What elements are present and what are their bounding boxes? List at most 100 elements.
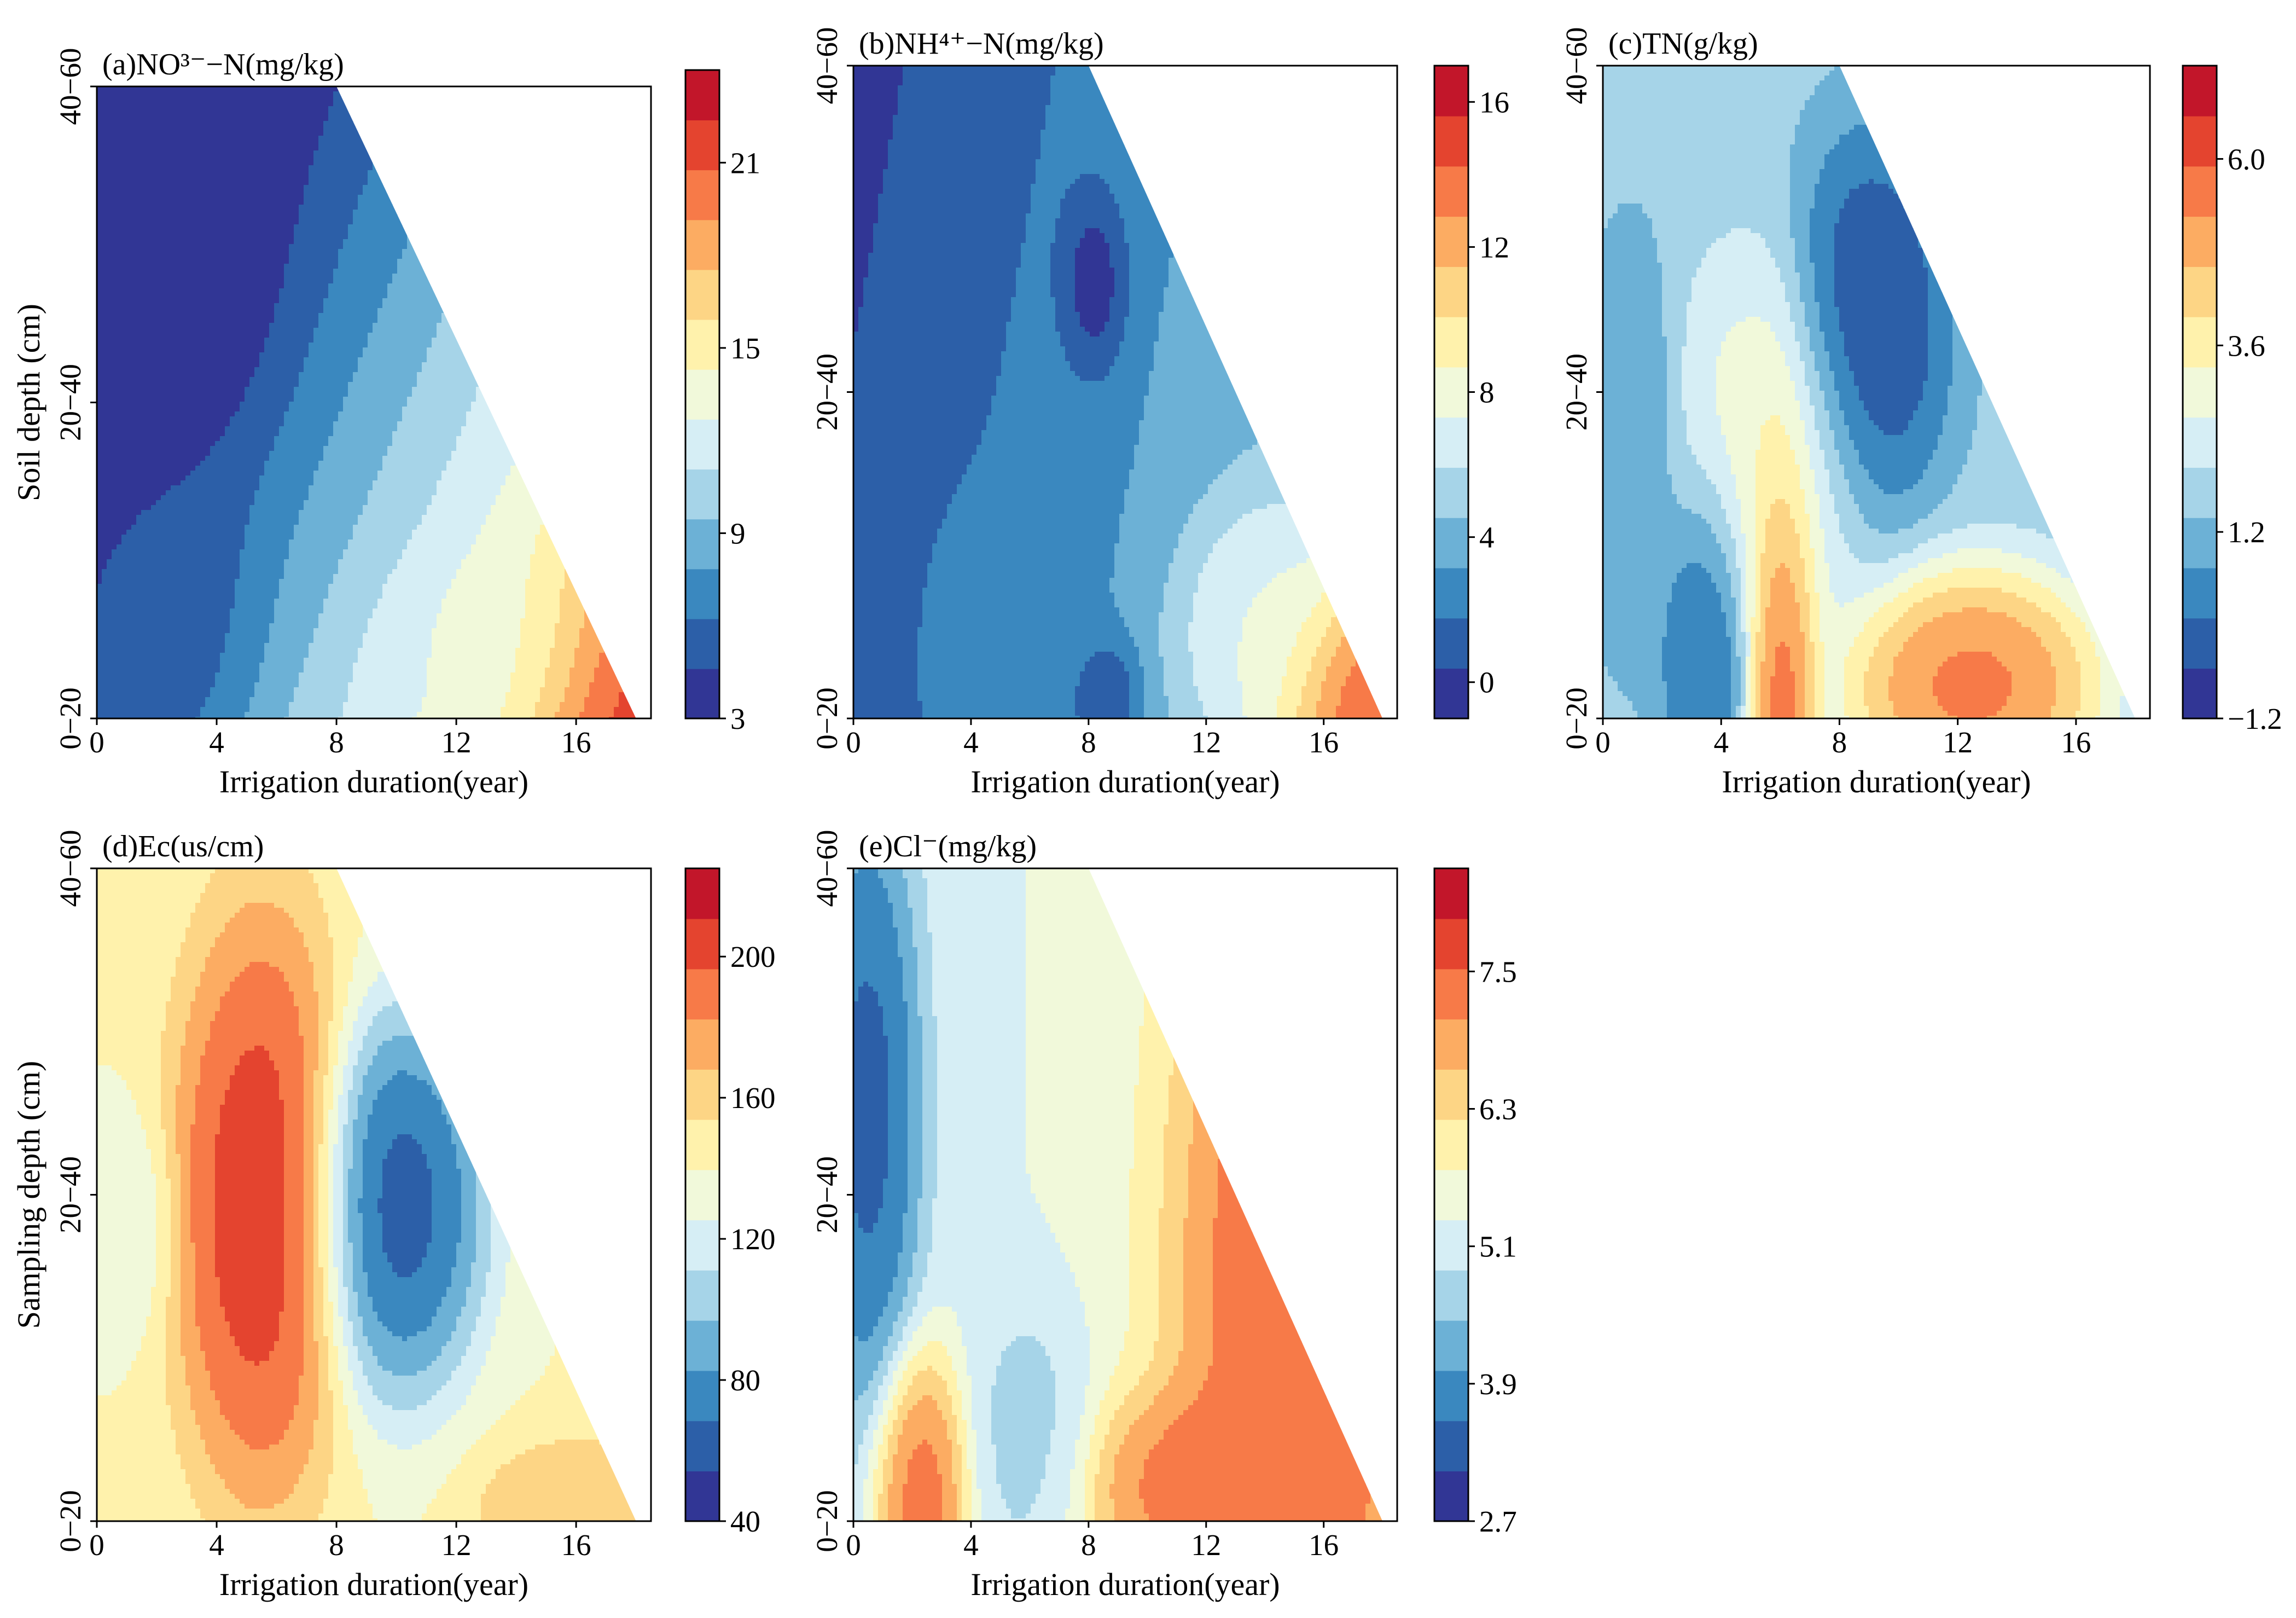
colorbar-segment — [1434, 1320, 1468, 1371]
x-axis-label-d: Irrigation duration(year) — [219, 1567, 528, 1602]
colorbar-frame — [2182, 65, 2218, 720]
panel-e: (e)Cl⁻(mg/kg) 0 4 8 12 16 Irrigation duration(… — [810, 830, 1517, 1602]
colorbar-segment — [2183, 618, 2217, 669]
x-tick-label: 12 — [1191, 1528, 1221, 1562]
x-tick-label: 4 — [209, 1528, 224, 1562]
colorbar-tick-label: 120 — [730, 1222, 776, 1256]
colorbar-segment — [685, 519, 719, 570]
x-tick-label: 0 — [846, 1528, 861, 1562]
colorbar-segment — [1434, 115, 1468, 167]
colorbar-segment — [1434, 467, 1468, 518]
y-tick-label: 0−20 — [810, 687, 844, 750]
x-tick-label: 0 — [89, 726, 104, 759]
x-tick-label: 8 — [1081, 1528, 1096, 1562]
x-tick-label: 8 — [329, 1528, 344, 1562]
colorbar-tick-label: 2.7 — [1479, 1505, 1517, 1538]
colorbar-segment — [1434, 166, 1468, 217]
y-tick-label: 40−60 — [810, 27, 844, 104]
colorbar-segment — [2183, 316, 2217, 368]
panel-title-d: (d)Ec(us/cm) — [102, 830, 264, 863]
colorbar-tick-label: 5.1 — [1479, 1230, 1517, 1263]
colorbar-tick-label: 16 — [1479, 85, 1509, 119]
colorbar-segment — [1434, 868, 1468, 919]
colorbar-segment — [2183, 367, 2217, 418]
colorbar-segment — [685, 70, 719, 120]
colorbar-segment — [685, 319, 719, 370]
x-axis-label-a: Irrigation duration(year) — [219, 764, 528, 799]
colorbar-segment — [685, 1270, 719, 1321]
x-tick-label: 8 — [329, 726, 344, 759]
panel-d: (d)Ec(us/cm) 0 4 8 12 16 Irrigation duration(y… — [11, 830, 776, 1602]
colorbar-segment — [2183, 467, 2217, 518]
colorbar-segment — [685, 269, 719, 320]
colorbar-segment — [1434, 969, 1468, 1020]
y-tick-label: 40−60 — [54, 48, 87, 125]
x-tick-label: 8 — [1832, 726, 1847, 759]
x-tick-label: 12 — [1191, 726, 1221, 759]
x-tick-label: 4 — [963, 1528, 979, 1562]
panel-title-a: (a)NO³⁻−N(mg/kg) — [102, 48, 344, 82]
colorbar-segment — [2183, 517, 2217, 569]
colorbar-segment — [1434, 517, 1468, 569]
colorbar-segment — [1434, 918, 1468, 970]
x-tick-label: 16 — [2061, 726, 2091, 759]
x-tick-label: 16 — [561, 1528, 591, 1562]
x-tick-label: 12 — [1943, 726, 1973, 759]
x-axis-label-c: Irrigation duration(year) — [1722, 764, 2031, 799]
colorbar-tick-label: 15 — [730, 332, 760, 365]
colorbar-segment — [1434, 1119, 1468, 1170]
colorbar-frame — [684, 69, 720, 720]
colorbar-segment — [685, 918, 719, 970]
x-tick-label: 16 — [1309, 726, 1339, 759]
colorbar-segment — [685, 1220, 719, 1271]
colorbar-segment — [685, 120, 719, 171]
colorbar-tick-label: 80 — [730, 1364, 760, 1397]
x-tick-label: 4 — [963, 726, 979, 759]
colorbar-segment — [1434, 1471, 1468, 1522]
y-tick-label: 20−40 — [54, 1156, 87, 1233]
y-tick-label: 0−20 — [810, 1490, 844, 1552]
colorbar-e: 2.7 3.9 5.1 6.3 7.5 — [1433, 867, 1517, 1538]
colorbar-segment — [1434, 567, 1468, 619]
colorbar-segment — [1434, 316, 1468, 368]
panel-a: (a)NO³⁻−N(mg/kg) 0 4 8 12 16 Irrigation durati… — [11, 48, 760, 799]
colorbar-tick-label: 3.6 — [2228, 329, 2265, 362]
y-tick-label: 20−40 — [810, 1156, 844, 1233]
colorbar-b: 0 4 8 12 16 — [1433, 65, 1509, 720]
contour-field-c — [1603, 66, 2135, 718]
panel-title-e: (e)Cl⁻(mg/kg) — [859, 830, 1037, 863]
x-tick-label: 16 — [1309, 1528, 1339, 1562]
colorbar-segment — [1434, 66, 1468, 117]
colorbar-segment — [685, 170, 719, 221]
colorbar-segment — [1434, 1270, 1468, 1321]
colorbar-tick-label: 4 — [1479, 521, 1495, 554]
colorbar-segment — [1434, 1370, 1468, 1422]
colorbar-segment — [685, 1119, 719, 1170]
colorbar-segment — [685, 469, 719, 520]
colorbar-segment — [2183, 66, 2217, 117]
colorbar-segment — [685, 1370, 719, 1422]
contour-field-a — [97, 86, 636, 718]
x-tick-label: 12 — [441, 1528, 472, 1562]
colorbar-tick-label: 0 — [1479, 666, 1495, 699]
colorbar-segment — [2183, 216, 2217, 267]
colorbar-segment — [2183, 567, 2217, 619]
y-tick-label: 20−40 — [810, 353, 844, 431]
colorbar-segment — [1434, 1169, 1468, 1221]
x-tick-label: 0 — [1595, 726, 1611, 759]
colorbar-tick-label: 160 — [730, 1081, 776, 1115]
y-tick-label: 0−20 — [1560, 687, 1593, 750]
y-tick-label: 40−60 — [810, 830, 844, 907]
colorbar-segment — [685, 1471, 719, 1522]
x-tick-label: 4 — [1713, 726, 1729, 759]
colorbar-frame — [684, 867, 720, 1522]
colorbar-tick-label: 21 — [730, 146, 760, 179]
colorbar-segment — [685, 369, 719, 420]
colorbar-segment — [685, 569, 719, 619]
panel-title-b: (b)NH⁴⁺−N(mg/kg) — [859, 27, 1104, 61]
colorbar-tick-label: 6.3 — [1479, 1093, 1517, 1126]
colorbar-segment — [685, 419, 719, 470]
colorbar-segment — [2183, 115, 2217, 167]
colorbar-segment — [685, 1069, 719, 1120]
colorbar-segment — [2183, 266, 2217, 317]
